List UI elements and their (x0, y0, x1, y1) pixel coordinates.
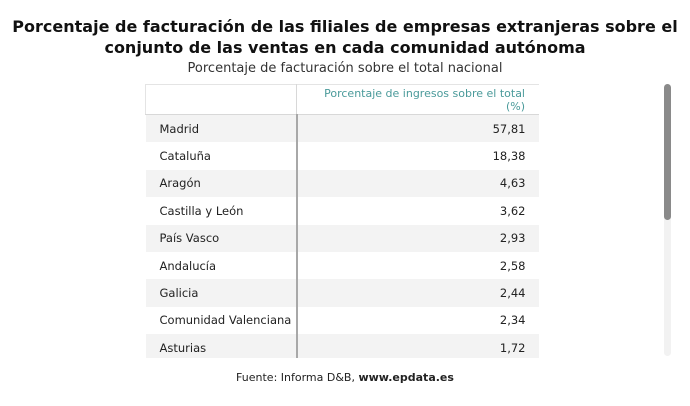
row-percentage-value: 2,34 (296, 306, 539, 335)
row-region-name: País Vasco (145, 224, 298, 252)
scrollbar-track[interactable] (664, 84, 671, 356)
row-percentage-value: 1,72 (296, 334, 539, 358)
table-row: Andalucía 2,58 (145, 251, 539, 280)
data-table: Porcentaje de ingresos sobre el total (%… (145, 84, 539, 358)
scrollbar-thumb[interactable] (664, 84, 671, 220)
source-note: Fuente: Informa D&B, www.epdata.es (0, 371, 690, 384)
header-region (145, 84, 297, 115)
table-body: Madrid 57,81 Cataluña 18,38 Aragón 4,63 Castil… (145, 114, 539, 358)
table-viewport[interactable]: Porcentaje de ingresos sobre el total (%… (145, 84, 539, 358)
row-percentage-value: 2,58 (296, 251, 539, 280)
row-region-name: Aragón (145, 169, 298, 198)
row-region-name: Cataluña (145, 142, 298, 170)
table-row: Asturias 1,72 (145, 334, 539, 358)
table-header-row: Porcentaje de ingresos sobre el total (%… (145, 84, 539, 115)
row-percentage-value: 4,63 (296, 169, 539, 198)
row-percentage-value: 57,81 (296, 114, 539, 143)
table-row: Galicia 2,44 (145, 279, 539, 307)
table-row: País Vasco 2,93 (145, 224, 539, 252)
row-percentage-value: 18,38 (296, 142, 539, 170)
table-row: Cataluña 18,38 (145, 142, 539, 170)
row-percentage-value: 2,44 (296, 279, 539, 307)
row-percentage-value: 3,62 (296, 197, 539, 225)
row-region-name: Asturias (145, 334, 298, 358)
table-row: Aragón 4,63 (145, 169, 539, 198)
row-region-name: Madrid (145, 114, 298, 143)
row-region-name: Galicia (145, 279, 298, 307)
source-prefix: Fuente: Informa D&B, (236, 371, 359, 384)
table-row: Comunidad Valenciana 2,34 (145, 306, 539, 335)
row-region-name: Castilla y León (145, 197, 298, 225)
chart-title: Porcentaje de facturación de las filiale… (12, 17, 678, 57)
chart-subtitle: Porcentaje de facturación sobre el total… (187, 61, 503, 76)
table-row: Castilla y León 3,62 (145, 197, 539, 225)
row-region-name: Andalucía (145, 251, 298, 280)
row-percentage-value: 2,93 (296, 224, 539, 252)
source-link[interactable]: www.epdata.es (358, 371, 454, 384)
table-row: Madrid 57,81 (145, 114, 539, 143)
header-percentage[interactable]: Porcentaje de ingresos sobre el total (%… (296, 84, 539, 115)
row-region-name: Comunidad Valenciana (145, 306, 298, 335)
